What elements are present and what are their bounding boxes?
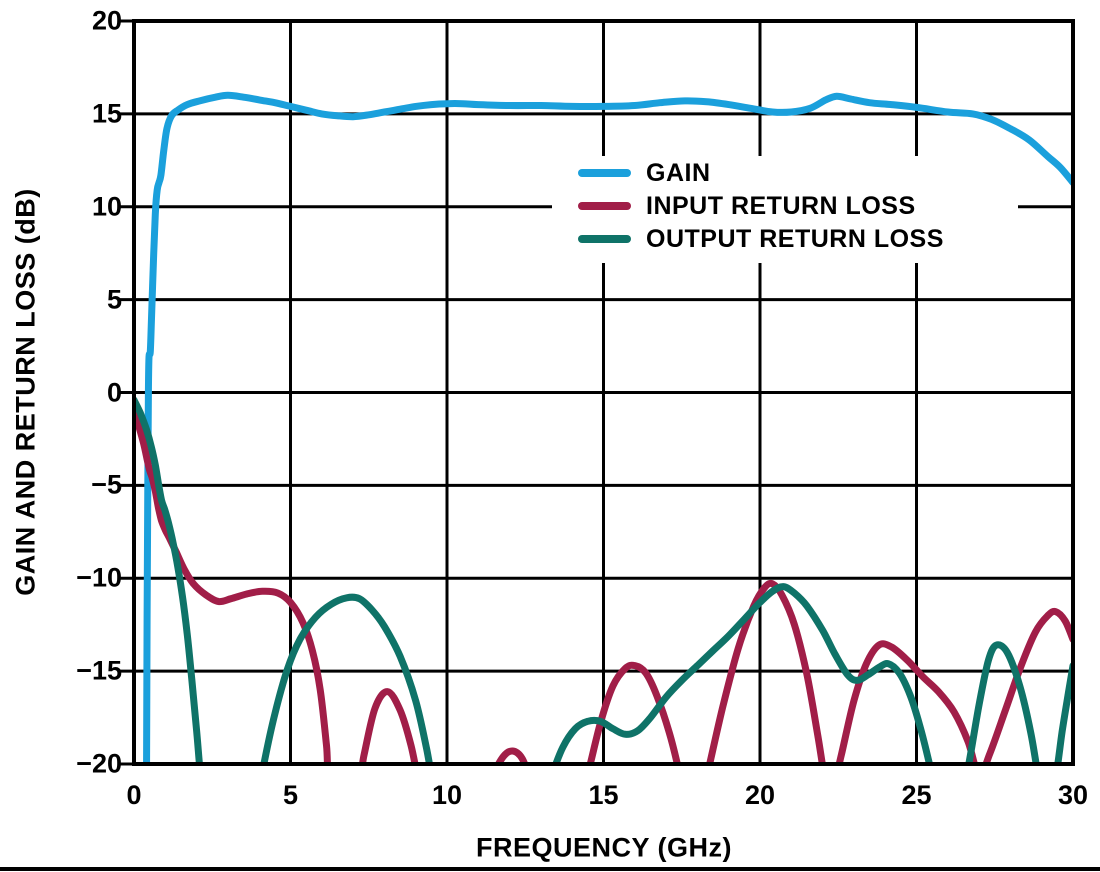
axis-tick-marks (120, 19, 132, 766)
input-return-loss-line-swatch (578, 202, 631, 210)
x-axis-title: FREQUENCY (GHz) (475, 832, 733, 863)
x-tick-label: 10 (431, 780, 463, 810)
y-tick-label: 10 (91, 191, 122, 222)
y-tick-label: 15 (91, 98, 122, 129)
legend-item-gain: GAIN (552, 157, 1018, 189)
output-return-loss-line-swatch (578, 235, 631, 243)
legend-label-gain: GAIN (646, 158, 711, 187)
x-tick-label: 0 (126, 780, 142, 810)
y-tick-label: 20 (91, 5, 122, 36)
series-line-input-return-loss (134, 405, 1073, 764)
y-tick-label: −20 (76, 748, 122, 779)
y-tick-label: 5 (106, 284, 122, 315)
x-tick-label: 25 (901, 780, 932, 810)
y-tick-label: −15 (76, 655, 122, 686)
x-tick-label: 20 (744, 780, 776, 810)
series-line-gain (143, 91, 1073, 764)
gain-line-swatch (578, 169, 631, 177)
figure-bottom-border (0, 867, 1100, 871)
plot-frame (132, 19, 1075, 766)
series-line-output-return-loss (134, 396, 1073, 764)
legend-item-input-return-loss: INPUT RETURN LOSS (552, 190, 1018, 222)
y-axis-title: GAIN AND RETURN LOSS (dB) (10, 188, 41, 596)
x-tick-label: 30 (1057, 780, 1089, 810)
legend-item-output-return-loss: OUTPUT RETURN LOSS (552, 223, 1018, 255)
legend-label-output-return-loss: OUTPUT RETURN LOSS (646, 224, 944, 253)
y-tick-label: 0 (106, 377, 122, 407)
x-tick-label: 15 (588, 780, 619, 810)
gridlines (134, 21, 1073, 764)
data-curves (134, 91, 1073, 764)
y-tick-label: −5 (91, 469, 122, 500)
x-tick-label: 5 (282, 780, 299, 810)
y-tick-label: −10 (76, 562, 122, 593)
legend-label-input-return-loss: INPUT RETURN LOSS (646, 191, 916, 220)
legend: GAIN INPUT RETURN LOSS OUTPUT RETURN LOS… (552, 156, 1018, 263)
